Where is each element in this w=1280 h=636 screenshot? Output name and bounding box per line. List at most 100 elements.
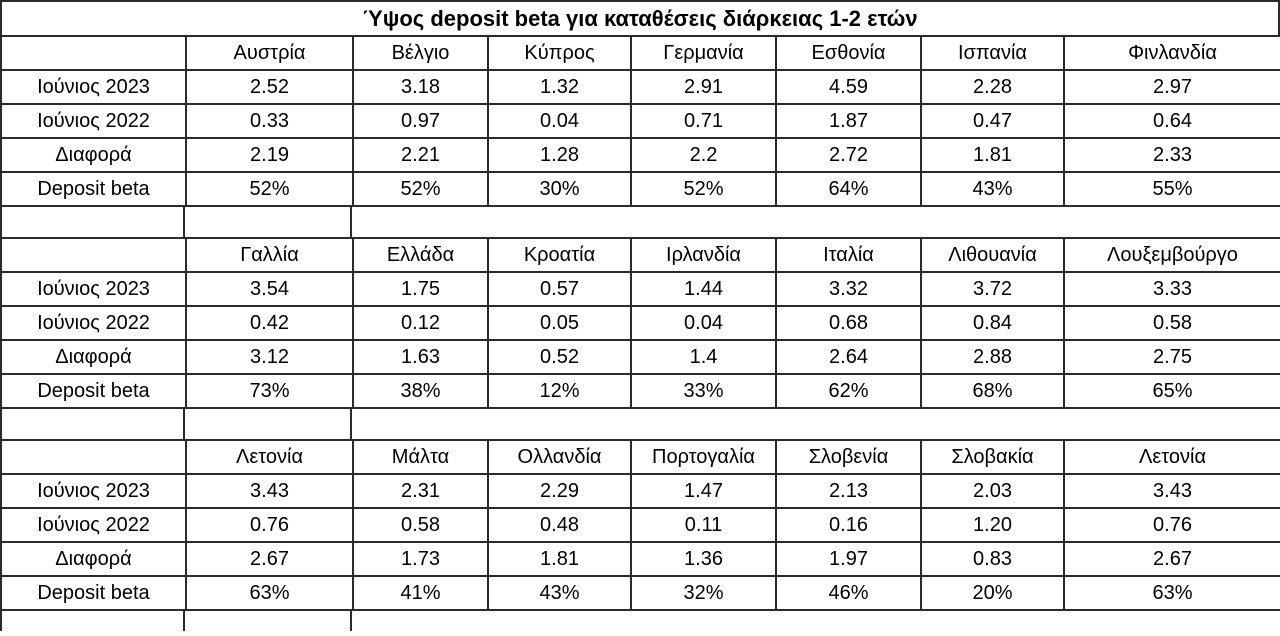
value-cell[interactable]: 0.97 — [352, 103, 489, 139]
value-cell[interactable]: 0.57 — [487, 271, 632, 307]
value-cell[interactable]: 0.58 — [1063, 305, 1280, 341]
corner-cell[interactable] — [0, 35, 187, 71]
value-cell[interactable]: 1.97 — [775, 541, 922, 577]
value-cell[interactable]: 3.32 — [775, 271, 922, 307]
column-header[interactable]: Ολλανδία — [487, 439, 632, 475]
column-header[interactable]: Κροατία — [487, 237, 632, 273]
value-cell[interactable]: 1.32 — [487, 69, 632, 105]
value-cell[interactable]: 0.71 — [630, 103, 777, 139]
column-header[interactable]: Λουξεμβούργο — [1063, 237, 1280, 273]
column-header[interactable]: Γαλλία — [185, 237, 354, 273]
value-cell[interactable]: 2.64 — [775, 339, 922, 375]
deposit-beta-cell[interactable]: 65% — [1063, 373, 1280, 409]
column-header[interactable]: Αυστρία — [185, 35, 354, 71]
deposit-beta-cell[interactable]: 68% — [920, 373, 1065, 409]
value-cell[interactable]: 1.81 — [920, 137, 1065, 173]
value-cell[interactable]: 3.54 — [185, 271, 354, 307]
row-label[interactable]: Διαφορά — [0, 339, 187, 375]
value-cell[interactable]: 2.52 — [185, 69, 354, 105]
value-cell[interactable]: 0.52 — [487, 339, 632, 375]
value-cell[interactable]: 0.48 — [487, 507, 632, 543]
value-cell[interactable]: 2.33 — [1063, 137, 1280, 173]
column-header[interactable]: Βέλγιο — [352, 35, 489, 71]
value-cell[interactable]: 2.03 — [920, 473, 1065, 509]
value-cell[interactable]: 2.13 — [775, 473, 922, 509]
value-cell[interactable]: 0.04 — [630, 305, 777, 341]
value-cell[interactable]: 2.67 — [185, 541, 354, 577]
deposit-beta-cell[interactable]: 55% — [1063, 171, 1280, 207]
row-label[interactable]: Διαφορά — [0, 137, 187, 173]
value-cell[interactable]: 2.21 — [352, 137, 489, 173]
deposit-beta-cell[interactable]: 62% — [775, 373, 922, 409]
value-cell[interactable]: 1.47 — [630, 473, 777, 509]
deposit-beta-cell[interactable]: 73% — [185, 373, 354, 409]
column-header[interactable]: Φινλανδία — [1063, 35, 1280, 71]
deposit-beta-cell[interactable]: 32% — [630, 575, 777, 611]
value-cell[interactable]: 1.81 — [487, 541, 632, 577]
value-cell[interactable]: 0.68 — [775, 305, 922, 341]
value-cell[interactable]: 1.4 — [630, 339, 777, 375]
value-cell[interactable]: 1.36 — [630, 541, 777, 577]
deposit-beta-cell[interactable]: 43% — [487, 575, 632, 611]
value-cell[interactable]: 2.2 — [630, 137, 777, 173]
value-cell[interactable]: 0.33 — [185, 103, 354, 139]
value-cell[interactable]: 2.75 — [1063, 339, 1280, 375]
column-header[interactable]: Γερμανία — [630, 35, 777, 71]
row-label[interactable]: Ιούνιος 2022 — [0, 103, 187, 139]
corner-cell[interactable] — [0, 439, 187, 475]
value-cell[interactable]: 2.31 — [352, 473, 489, 509]
value-cell[interactable]: 4.59 — [775, 69, 922, 105]
deposit-beta-cell[interactable]: 38% — [352, 373, 489, 409]
deposit-beta-cell[interactable]: 52% — [630, 171, 777, 207]
deposit-beta-cell[interactable]: 30% — [487, 171, 632, 207]
deposit-beta-cell[interactable]: 43% — [920, 171, 1065, 207]
deposit-beta-cell[interactable]: 64% — [775, 171, 922, 207]
value-cell[interactable]: 0.58 — [352, 507, 489, 543]
value-cell[interactable]: 0.12 — [352, 305, 489, 341]
value-cell[interactable]: 2.28 — [920, 69, 1065, 105]
value-cell[interactable]: 0.42 — [185, 305, 354, 341]
row-label[interactable]: Deposit beta — [0, 171, 187, 207]
value-cell[interactable]: 2.29 — [487, 473, 632, 509]
column-header[interactable]: Ιρλανδία — [630, 237, 777, 273]
deposit-beta-cell[interactable]: 46% — [775, 575, 922, 611]
value-cell[interactable]: 0.76 — [185, 507, 354, 543]
value-cell[interactable]: 2.72 — [775, 137, 922, 173]
column-header[interactable]: Ισπανία — [920, 35, 1065, 71]
value-cell[interactable]: 1.63 — [352, 339, 489, 375]
value-cell[interactable]: 0.84 — [920, 305, 1065, 341]
column-header[interactable]: Λιθουανία — [920, 237, 1065, 273]
column-header[interactable]: Λετονία — [185, 439, 354, 475]
value-cell[interactable]: 0.83 — [920, 541, 1065, 577]
value-cell[interactable]: 0.11 — [630, 507, 777, 543]
value-cell[interactable]: 1.28 — [487, 137, 632, 173]
value-cell[interactable]: 3.12 — [185, 339, 354, 375]
column-header[interactable]: Πορτογαλία — [630, 439, 777, 475]
value-cell[interactable]: 1.20 — [920, 507, 1065, 543]
value-cell[interactable]: 3.33 — [1063, 271, 1280, 307]
value-cell[interactable]: 3.43 — [185, 473, 354, 509]
value-cell[interactable]: 1.73 — [352, 541, 489, 577]
value-cell[interactable]: 2.91 — [630, 69, 777, 105]
value-cell[interactable]: 2.97 — [1063, 69, 1280, 105]
table-title[interactable]: Ύψος deposit beta για καταθέσεις διάρκει… — [0, 0, 1280, 37]
value-cell[interactable]: 2.19 — [185, 137, 354, 173]
deposit-beta-cell[interactable]: 33% — [630, 373, 777, 409]
column-header[interactable]: Σλοβακία — [920, 439, 1065, 475]
row-label[interactable]: Διαφορά — [0, 541, 187, 577]
deposit-beta-cell[interactable]: 41% — [352, 575, 489, 611]
deposit-beta-cell[interactable]: 12% — [487, 373, 632, 409]
value-cell[interactable]: 0.76 — [1063, 507, 1280, 543]
value-cell[interactable]: 3.72 — [920, 271, 1065, 307]
column-header[interactable]: Σλοβενία — [775, 439, 922, 475]
row-label[interactable]: Ιούνιος 2022 — [0, 305, 187, 341]
row-label[interactable]: Deposit beta — [0, 373, 187, 409]
column-header[interactable]: Κύπρος — [487, 35, 632, 71]
column-header[interactable]: Εσθονία — [775, 35, 922, 71]
deposit-beta-cell[interactable]: 52% — [352, 171, 489, 207]
value-cell[interactable]: 0.16 — [775, 507, 922, 543]
row-label[interactable]: Ιούνιος 2023 — [0, 271, 187, 307]
deposit-beta-cell[interactable]: 52% — [185, 171, 354, 207]
row-label[interactable]: Ιούνιος 2023 — [0, 69, 187, 105]
deposit-beta-cell[interactable]: 20% — [920, 575, 1065, 611]
